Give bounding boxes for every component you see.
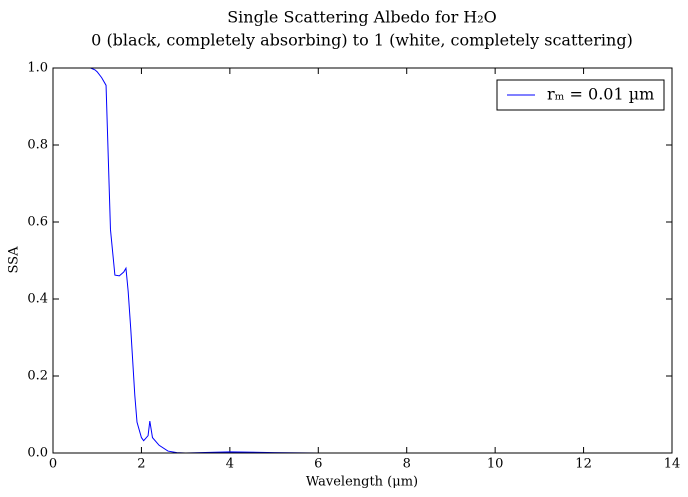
legend-label: rₘ = 0.01 µm bbox=[547, 85, 654, 104]
x-tick-label: 2 bbox=[137, 457, 145, 472]
chart-title: Single Scattering Albedo for H₂O bbox=[227, 8, 497, 27]
plot-frame bbox=[52, 67, 673, 454]
x-tick-label: 6 bbox=[314, 457, 322, 472]
x-axis-label: Wavelength (μm) bbox=[306, 475, 418, 490]
y-tick-label: 0.8 bbox=[27, 138, 48, 153]
y-tick-label: 1.0 bbox=[27, 61, 48, 76]
x-tick-label: 8 bbox=[403, 457, 411, 472]
x-tick-label: 14 bbox=[664, 457, 681, 472]
y-tick-label: 0.4 bbox=[27, 292, 48, 307]
x-tick-label: 12 bbox=[575, 457, 592, 472]
y-axis-label: SSA bbox=[7, 246, 22, 274]
x-tick-label: 4 bbox=[226, 457, 234, 472]
y-tick-label: 0.2 bbox=[27, 369, 48, 384]
x-tick-label: 0 bbox=[49, 457, 57, 472]
y-tick-label: 0.6 bbox=[27, 215, 48, 230]
y-tick-label: 0.0 bbox=[27, 446, 48, 461]
chart-subtitle: 0 (black, completely absorbing) to 1 (wh… bbox=[91, 31, 633, 50]
data-line bbox=[90, 68, 628, 453]
x-tick-label: 10 bbox=[487, 457, 504, 472]
